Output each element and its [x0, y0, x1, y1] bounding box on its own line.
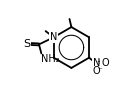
Text: O: O — [93, 66, 101, 76]
Text: N: N — [93, 58, 100, 68]
Text: ⁻: ⁻ — [97, 66, 102, 76]
Text: O: O — [101, 58, 109, 68]
Text: S: S — [24, 39, 31, 49]
Text: +: + — [96, 59, 102, 65]
Text: NH₂: NH₂ — [41, 54, 60, 64]
Text: N: N — [50, 32, 57, 42]
